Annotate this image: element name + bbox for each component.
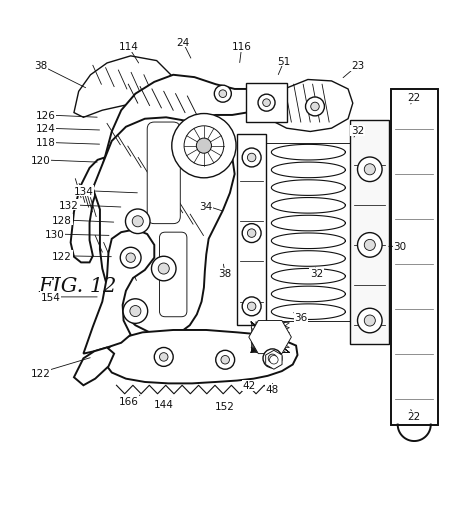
Circle shape	[216, 350, 235, 370]
Circle shape	[172, 114, 236, 178]
Text: 122: 122	[31, 368, 51, 378]
Circle shape	[155, 348, 173, 367]
Circle shape	[242, 224, 261, 243]
Text: 128: 128	[52, 216, 72, 225]
Bar	[237, 134, 266, 326]
Text: 34: 34	[200, 201, 213, 211]
Circle shape	[242, 297, 261, 316]
FancyBboxPatch shape	[147, 123, 180, 224]
Circle shape	[132, 216, 143, 227]
Circle shape	[221, 356, 229, 364]
Circle shape	[126, 254, 136, 263]
Polygon shape	[93, 118, 235, 335]
Circle shape	[130, 306, 141, 317]
Circle shape	[158, 264, 169, 275]
FancyBboxPatch shape	[159, 233, 187, 317]
Text: 38: 38	[219, 269, 232, 279]
Text: FIG. 12: FIG. 12	[38, 276, 117, 295]
Circle shape	[311, 103, 319, 112]
Text: 132: 132	[59, 200, 79, 210]
Circle shape	[219, 91, 227, 98]
Circle shape	[258, 95, 275, 112]
Text: 124: 124	[36, 124, 55, 134]
Polygon shape	[71, 158, 105, 263]
Text: 22: 22	[408, 93, 421, 103]
Circle shape	[270, 356, 278, 364]
Text: 144: 144	[154, 399, 173, 410]
Circle shape	[214, 86, 231, 103]
Circle shape	[184, 127, 224, 166]
Text: 154: 154	[40, 292, 60, 302]
Circle shape	[263, 349, 282, 368]
Circle shape	[365, 165, 375, 175]
Circle shape	[196, 139, 211, 154]
Circle shape	[365, 316, 375, 326]
Circle shape	[159, 353, 168, 362]
Text: 120: 120	[31, 156, 51, 166]
Text: 134: 134	[73, 186, 93, 196]
Text: 22: 22	[408, 412, 421, 422]
Text: 42: 42	[242, 381, 255, 390]
Text: 126: 126	[36, 111, 55, 121]
Circle shape	[357, 309, 382, 333]
Text: 48: 48	[266, 384, 279, 394]
Text: 24: 24	[176, 37, 189, 47]
Circle shape	[152, 257, 176, 281]
Text: 32: 32	[310, 269, 323, 279]
Text: 114: 114	[118, 42, 138, 53]
Circle shape	[268, 355, 277, 363]
Polygon shape	[74, 57, 171, 118]
Text: 23: 23	[351, 61, 364, 71]
Text: 130: 130	[45, 230, 65, 239]
Polygon shape	[249, 321, 292, 354]
Circle shape	[123, 299, 148, 324]
Text: 122: 122	[52, 251, 72, 261]
Polygon shape	[265, 80, 353, 132]
Text: 32: 32	[351, 126, 364, 136]
Circle shape	[357, 233, 382, 258]
Circle shape	[263, 99, 270, 107]
Bar	[350, 120, 389, 344]
Circle shape	[247, 154, 256, 163]
Circle shape	[247, 229, 256, 238]
Polygon shape	[83, 230, 155, 354]
Bar	[391, 90, 438, 425]
Circle shape	[306, 98, 324, 117]
Text: 118: 118	[36, 138, 55, 148]
Text: 152: 152	[215, 401, 235, 411]
Circle shape	[242, 149, 261, 168]
Circle shape	[126, 210, 150, 234]
Circle shape	[357, 158, 382, 182]
Text: 30: 30	[393, 242, 407, 252]
Circle shape	[365, 240, 375, 251]
Text: 116: 116	[232, 42, 252, 53]
Bar	[246, 84, 287, 123]
Polygon shape	[74, 348, 114, 385]
Text: 36: 36	[294, 313, 308, 323]
Circle shape	[120, 248, 141, 269]
Polygon shape	[102, 76, 258, 187]
Text: 38: 38	[34, 61, 47, 71]
Text: 166: 166	[118, 396, 138, 406]
Circle shape	[247, 302, 256, 311]
Text: 51: 51	[278, 57, 291, 67]
Polygon shape	[104, 330, 298, 384]
